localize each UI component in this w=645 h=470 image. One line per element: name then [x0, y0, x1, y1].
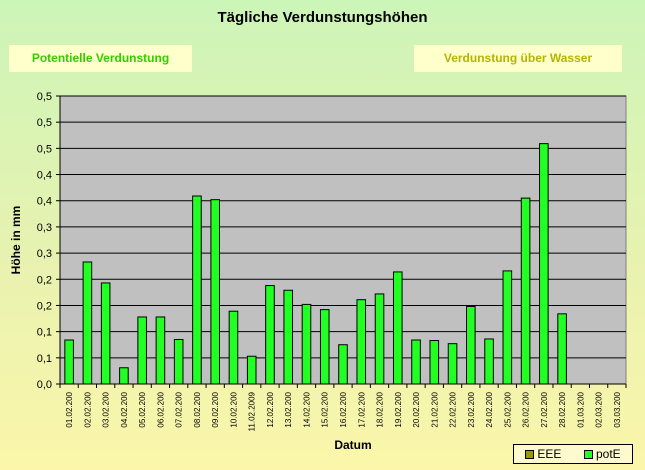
bar-13.02.200 [283, 289, 294, 385]
bar-20.02.200 [411, 339, 421, 385]
bar-17.02.200 [356, 299, 367, 385]
x-tick-label: 04.02.200 [120, 391, 129, 427]
bar-18.02.200 [374, 293, 385, 385]
bar-05.02.200 [137, 316, 147, 385]
y-axis-title: Höhe in mm [9, 206, 23, 275]
y-tick-label: 0,0 [37, 379, 52, 391]
x-tick-label: 07.02.200 [175, 391, 184, 427]
x-tick-label: 03.03.200 [613, 391, 622, 427]
bar-06.02.200 [155, 316, 166, 385]
legend-swatch-pote [583, 449, 593, 459]
bar-12.02.200 [265, 285, 275, 385]
bar-09.02.200 [210, 199, 220, 385]
x-tick-label: 25.02.200 [503, 391, 512, 427]
y-tick-label: 0,3 [37, 248, 52, 260]
plot-area [59, 95, 627, 385]
x-tick-label: 14.02.200 [302, 391, 311, 427]
bar-26.02.200 [520, 197, 531, 385]
legend-swatch-eee [525, 449, 535, 459]
x-tick-label: 15.02.200 [321, 391, 330, 427]
x-tick-label: 10.02.200 [229, 391, 238, 427]
x-tick-label: 01.03.200 [576, 391, 585, 427]
x-tick-label: 26.02.200 [522, 391, 531, 427]
y-tick-label: 0,2 [37, 274, 52, 286]
bar-25.02.200 [502, 270, 513, 385]
x-tick-label: 28.02.200 [558, 391, 567, 427]
legend-label-eee: EEE [537, 447, 562, 461]
x-tick-label: 01.02.200 [65, 391, 74, 427]
y-tick-label: 0,1 [37, 327, 52, 339]
x-tick-label: 03.02.200 [102, 391, 111, 427]
bar-16.02.200 [338, 344, 348, 385]
legend-item-eee: EEE [525, 447, 561, 461]
x-tick-label: 16.02.200 [339, 391, 348, 427]
bar-08.02.200 [192, 195, 202, 385]
y-tick-label: 0,5 [37, 91, 52, 103]
x-tick-label: 18.02.200 [376, 391, 385, 427]
y-tick-label: 0,3 [37, 222, 52, 234]
x-tick-label: 08.02.200 [193, 391, 202, 427]
tab-potential-evaporation[interactable]: Potentielle Verdunstung [9, 45, 192, 72]
bar-04.02.200 [119, 367, 129, 385]
x-tick-label: 22.02.200 [449, 391, 458, 427]
chart-legend: EEE potE [513, 444, 633, 464]
bar-27.02.200 [539, 143, 549, 385]
bar-02.02.200 [82, 261, 93, 385]
x-tick-label: 02.02.200 [83, 391, 92, 427]
bar-23.02.200 [466, 306, 476, 385]
bar-10.02.200 [228, 310, 239, 385]
y-tick-label: 0,4 [37, 196, 52, 208]
y-tick-label: 0,5 [37, 143, 52, 155]
x-tick-label: 05.02.200 [138, 391, 147, 427]
bar-01.02.200 [64, 339, 74, 385]
x-axis-title: Datum [334, 438, 371, 452]
bar-21.02.200 [429, 340, 440, 385]
tab-water-evaporation[interactable]: Verdunstung über Wasser [414, 45, 622, 72]
bar-19.02.200 [392, 271, 403, 385]
bar-07.02.200 [173, 338, 184, 385]
y-tick-label: 0,2 [37, 300, 52, 312]
bar-11.02.2009 [246, 355, 257, 385]
x-tick-label: 12.02.200 [266, 391, 275, 427]
legend-label-pote: potE [595, 447, 621, 461]
bar-24.02.200 [484, 338, 494, 385]
bar-14.02.200 [301, 303, 312, 385]
chart-title: Tägliche Verdunstungshöhen [217, 9, 428, 26]
y-tick-label: 0,1 [37, 353, 52, 365]
x-tick-label: 19.02.200 [394, 391, 403, 427]
x-tick-label: 06.02.200 [156, 391, 165, 427]
x-tick-label: 02.03.200 [595, 391, 604, 427]
bar-15.02.200 [319, 309, 330, 385]
x-tick-label: 24.02.200 [485, 391, 494, 427]
legend-item-pote: potE [583, 447, 621, 461]
bar-03.02.200 [100, 282, 111, 385]
x-tick-label: 11.02.2009 [248, 391, 257, 431]
bar-28.02.200 [557, 313, 567, 385]
x-tick-label: 23.02.200 [467, 391, 476, 427]
x-tick-label: 20.02.200 [412, 391, 421, 427]
y-tick-label: 0,5 [37, 117, 52, 129]
x-tick-label: 21.02.200 [430, 391, 439, 427]
y-tick-label: 0,4 [37, 170, 52, 182]
bar-22.02.200 [447, 343, 458, 385]
x-tick-label: 09.02.200 [211, 391, 220, 427]
x-tick-label: 13.02.200 [284, 391, 293, 427]
x-tick-label: 17.02.200 [357, 391, 366, 427]
x-tick-label: 27.02.200 [540, 391, 549, 427]
